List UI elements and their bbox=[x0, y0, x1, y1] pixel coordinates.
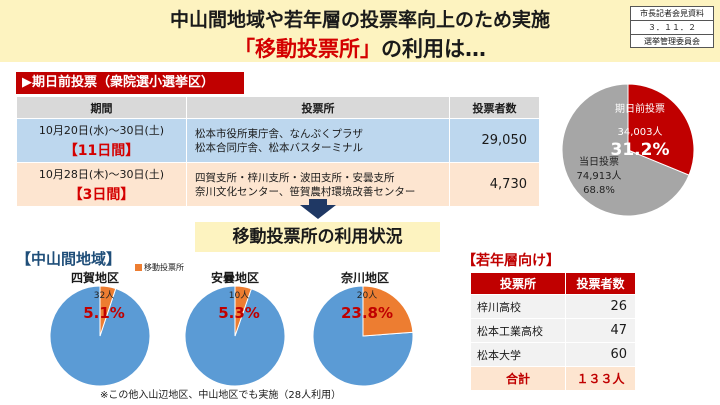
pie-pct-label: 5.3% bbox=[218, 304, 260, 322]
pie-title: 四賀地区 bbox=[70, 271, 119, 285]
places-line: 奈川文化センター、笹賀農村環境改善センター bbox=[195, 185, 416, 198]
column-header: 投票者数 bbox=[565, 272, 636, 295]
total-value: １３３人 bbox=[565, 366, 636, 391]
down-arrow-bar bbox=[309, 199, 327, 206]
subtitle-highlight: 「移動投票所」 bbox=[234, 37, 381, 61]
pie-pct-label: 5.1% bbox=[83, 304, 125, 322]
pie-pct-label: 23.8% bbox=[341, 304, 393, 322]
period-cell: 10月20日(水)～30日(土) 【11日間】 bbox=[16, 118, 187, 163]
early-pct: 31.2% bbox=[611, 140, 670, 160]
pie-count-label: 20人 bbox=[357, 290, 377, 301]
period-days: 【11日間】 bbox=[63, 142, 140, 159]
youth-table: 投票所 投票者数 梓川高校 26 松本工業高校 47 松本大学 60 合計 １３… bbox=[470, 272, 636, 391]
pie-title: 安曇地区 bbox=[210, 271, 259, 285]
pie-legend: 移動投票所 bbox=[135, 262, 184, 273]
subtitle-rest: の利用は… bbox=[381, 37, 486, 61]
early-label: 期日前投票 bbox=[615, 102, 665, 115]
down-arrow-icon bbox=[300, 205, 336, 219]
legend-swatch bbox=[135, 264, 142, 271]
pie-count-label: 32人 bbox=[94, 290, 114, 301]
table-row: 松本工業高校 47 bbox=[470, 318, 636, 343]
same-label: 当日投票 bbox=[579, 155, 619, 168]
voters-cell: 60 bbox=[565, 342, 636, 367]
table-row: 松本大学 60 bbox=[470, 342, 636, 367]
table-row: 10月20日(水)～30日(土) 【11日間】 松本市役所東庁舎、なんぷくプラザ… bbox=[16, 118, 540, 163]
voters-cell: 47 bbox=[565, 318, 636, 343]
school-cell: 梓川高校 bbox=[470, 294, 566, 319]
period-text: 10月28日(木)～30日(土) bbox=[38, 167, 165, 181]
header-banner: 中山間地域や若年層の投票率向上のため実施 「移動投票所」の利用は… 市長記者会見… bbox=[0, 0, 720, 62]
footnote: ※この他入山辺地区、中山地区でも実施（28人利用） bbox=[100, 390, 342, 401]
period-text: 10月20日(水)～30日(土) bbox=[38, 123, 165, 137]
youth-title: 【若年層向け】 bbox=[462, 253, 560, 269]
stamp-line: ３．１１．２ bbox=[631, 21, 713, 35]
school-cell: 松本工業高校 bbox=[470, 318, 566, 343]
early-voting-label: ▶期日前投票（衆院選小選挙区） bbox=[16, 72, 244, 94]
early-count: 34,003人 bbox=[618, 126, 663, 138]
area-title: 【中山間地域】 bbox=[16, 250, 122, 268]
places-line: 松本合同庁舎、松本バスターミナル bbox=[195, 141, 363, 154]
voters-cell: 26 bbox=[565, 294, 636, 319]
pie-slice-mobile bbox=[234, 285, 252, 337]
document-stamp: 市長記者会見資料 ３．１１．２ 選挙管理委員会 bbox=[630, 6, 714, 48]
places-line: 四賀支所・梓川支所・波田支所・安曇支所 bbox=[195, 171, 395, 184]
legend-label: 移動投票所 bbox=[144, 263, 184, 272]
pie-slice-other bbox=[184, 285, 286, 387]
same-pct: 68.8% bbox=[583, 185, 615, 196]
period-days: 【3日間】 bbox=[68, 186, 135, 203]
pie-slice-mobile bbox=[362, 285, 414, 337]
school-cell: 松本大学 bbox=[470, 342, 566, 367]
total-label: 合計 bbox=[470, 366, 566, 391]
stamp-line: 市長記者会見資料 bbox=[631, 7, 713, 21]
pie-title: 奈川地区 bbox=[340, 271, 389, 285]
column-header: 投票所 bbox=[470, 272, 566, 295]
pie-slice-other bbox=[49, 285, 151, 387]
usage-title: 移動投票所の利用状況 bbox=[195, 222, 440, 252]
early-voting-table: 期間 投票所 投票者数 10月20日(水)～30日(土) 【11日間】 松本市役… bbox=[16, 96, 540, 207]
page-subtitle: 「移動投票所」の利用は… bbox=[0, 33, 720, 63]
total-row: 合計 １３３人 bbox=[470, 366, 636, 391]
column-header: 投票者数 bbox=[449, 96, 540, 119]
pie-slice-other bbox=[312, 285, 414, 387]
page-title: 中山間地域や若年層の投票率向上のため実施 bbox=[169, 9, 550, 31]
pie-slice-mobile bbox=[99, 285, 117, 337]
places-cell: 松本市役所東庁舎、なんぷくプラザ 松本合同庁舎、松本バスターミナル bbox=[186, 118, 450, 163]
same-day-slice bbox=[561, 83, 690, 217]
column-header: 期間 bbox=[16, 96, 187, 119]
stamp-line: 選挙管理委員会 bbox=[644, 37, 700, 46]
overall-pie bbox=[561, 83, 695, 217]
voters-cell: 4,730 bbox=[449, 162, 540, 207]
column-header: 投票所 bbox=[186, 96, 450, 119]
area-pies: 32人 5.1% 10人 5.3% 20人 23.8% bbox=[49, 285, 414, 387]
table-row: 梓川高校 26 bbox=[470, 294, 636, 319]
table-row: 10月28日(木)～30日(土) 【3日間】 四賀支所・梓川支所・波田支所・安曇… bbox=[16, 162, 540, 207]
places-line: 松本市役所東庁舎、なんぷくプラザ bbox=[195, 127, 363, 140]
period-cell: 10月28日(木)～30日(土) 【3日間】 bbox=[16, 162, 187, 207]
same-count: 74,913人 bbox=[577, 170, 622, 182]
early-slice bbox=[627, 83, 695, 176]
pie-count-label: 10人 bbox=[229, 290, 249, 301]
voters-cell: 29,050 bbox=[449, 118, 540, 163]
